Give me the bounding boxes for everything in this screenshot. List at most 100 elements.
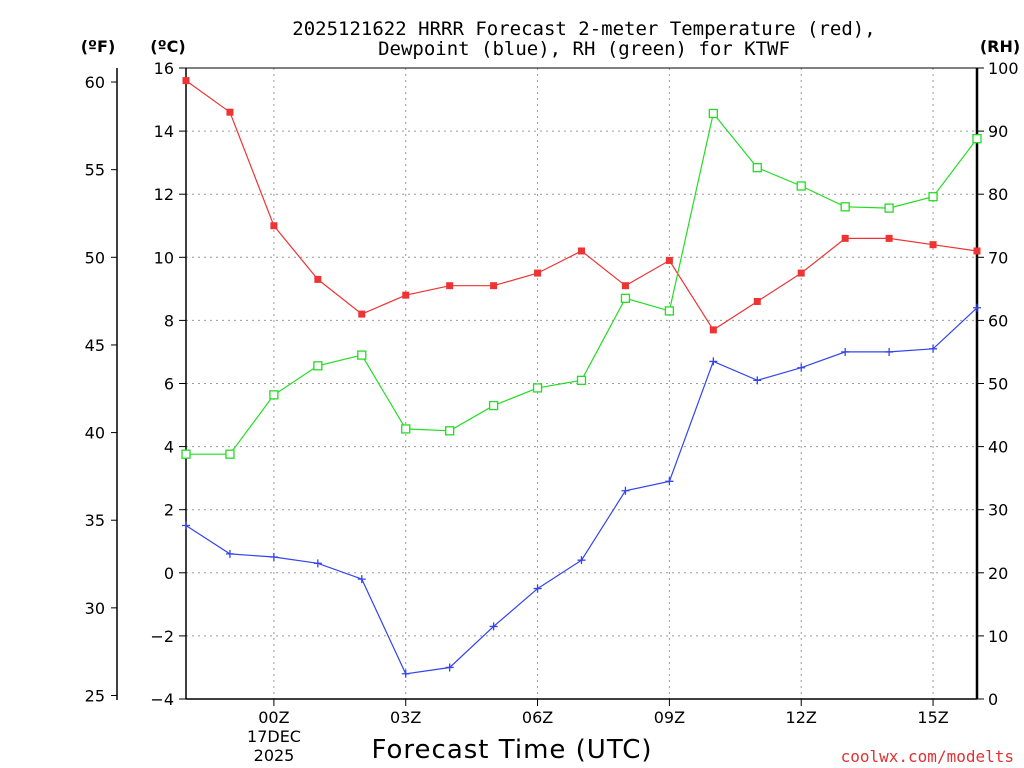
dewpoint-point	[709, 357, 718, 366]
temperature-point	[270, 222, 278, 230]
temperature-point	[358, 310, 366, 318]
x-date-day-label: 17DEC	[247, 727, 301, 746]
rh-tick-label: 100	[988, 59, 1019, 78]
credit-link[interactable]: coolwx.com/modelts	[841, 747, 1014, 766]
dewpoint-point	[182, 521, 190, 530]
dewpoint-point	[797, 363, 806, 372]
dewpoint-point	[577, 556, 586, 565]
fahrenheit-unit-label: (ºF)	[81, 37, 116, 56]
rh-tick-label: 50	[988, 375, 1008, 394]
data-series	[181, 77, 982, 678]
rh-point	[884, 203, 894, 213]
celsius-tick-label: 4	[164, 438, 174, 457]
dewpoint-point	[841, 347, 850, 356]
rh-point	[445, 426, 455, 436]
dewpoint-point	[357, 575, 366, 584]
rh-tick-label: 40	[988, 438, 1008, 457]
rh-point	[752, 163, 762, 173]
rh-point	[401, 424, 411, 434]
temperature-line	[185, 80, 978, 331]
rh-point	[488, 400, 499, 411]
fahrenheit-tick-label: 45	[85, 336, 105, 355]
celsius-tick-label: 14	[154, 122, 174, 141]
celsius-tick-label: 16	[154, 59, 174, 78]
fahrenheit-tick-label: 50	[85, 248, 105, 267]
rh-point	[532, 383, 543, 393]
dewpoint-point	[445, 663, 454, 672]
dewpoint-point	[489, 622, 498, 631]
temperature-point	[490, 282, 498, 290]
x-tick-label: 15Z	[917, 708, 948, 727]
dewpoint-point	[225, 549, 234, 558]
temperature-point	[885, 234, 893, 242]
temperature-point	[841, 234, 849, 242]
dewpoint-point	[621, 486, 630, 495]
rh-tick-label: 10	[988, 627, 1008, 646]
rh-point	[928, 192, 938, 202]
x-date-year-label: 2025	[254, 746, 295, 765]
temperature-point	[534, 269, 542, 277]
rh-point	[796, 181, 806, 191]
dewpoint-series	[182, 303, 981, 678]
dewpoint-point	[665, 477, 674, 486]
temperature-point	[709, 326, 717, 334]
rh-point	[313, 361, 323, 371]
rh-tick-label: 60	[988, 311, 1008, 330]
rh-tick-label: 20	[988, 564, 1008, 583]
x-tick-label: 03Z	[390, 708, 421, 727]
x-tick-label: 00Z	[258, 708, 289, 727]
dewpoint-point	[533, 584, 542, 593]
x-tick-label: 06Z	[522, 708, 553, 727]
dewpoint-point	[401, 669, 410, 678]
temperature-point	[182, 77, 190, 85]
temperature-point	[314, 275, 322, 283]
celsius-tick-label: −4	[150, 690, 174, 709]
rh-point	[576, 375, 587, 385]
fahrenheit-tick-label: 40	[85, 424, 105, 443]
celsius-tick-label: −2	[150, 627, 174, 646]
celsius-tick-label: 10	[154, 248, 174, 267]
x-tick-label: 09Z	[654, 708, 685, 727]
temperature-point	[929, 241, 937, 249]
chart-title-line-1: 2025121622 HRRR Forecast 2-meter Tempera…	[292, 18, 875, 40]
celsius-tick-label: 6	[164, 375, 174, 394]
fahrenheit-tick-label: 30	[85, 599, 105, 618]
fahrenheit-tick-label: 25	[85, 686, 105, 705]
fahrenheit-tick-label: 35	[85, 511, 105, 530]
temperature-point	[402, 291, 410, 299]
dewpoint-point	[973, 303, 981, 312]
x-axis-title: Forecast Time (UTC)	[371, 735, 652, 765]
fahrenheit-tick-label: 60	[85, 73, 105, 92]
dewpoint-point	[753, 376, 762, 385]
temperature-point	[973, 247, 981, 255]
rh-unit-label: (RH)	[980, 37, 1020, 56]
temperature-series	[182, 77, 981, 334]
dewpoint-line	[185, 307, 978, 675]
temperature-point	[797, 269, 805, 277]
rh-point	[620, 293, 631, 303]
rh-point	[840, 202, 850, 212]
rh-point	[357, 350, 367, 360]
rh-point	[664, 306, 675, 316]
chart-title-line-2: Dewpoint (blue), RH (green) for KTWF	[378, 38, 790, 60]
rh-tick-label: 90	[988, 122, 1008, 141]
rh-point	[972, 134, 982, 144]
rh-tick-label: 0	[988, 690, 998, 709]
fahrenheit-tick-label: 55	[85, 161, 105, 180]
celsius-unit-label: (ºC)	[150, 37, 185, 56]
rh-series	[181, 108, 982, 459]
dewpoint-point	[885, 347, 894, 356]
dewpoint-point	[313, 559, 322, 568]
celsius-tick-label: 12	[154, 185, 174, 204]
celsius-tick-label: 8	[164, 311, 174, 330]
temperature-point	[753, 297, 761, 305]
rh-point	[181, 449, 191, 459]
x-tick-label: 12Z	[786, 708, 817, 727]
temperature-point	[665, 256, 673, 264]
temperature-point	[446, 282, 454, 290]
dewpoint-point	[929, 344, 938, 353]
dewpoint-point	[269, 553, 278, 562]
axes: 00Z 03Z 06Z 09Z 12Z 15Z −4 −2 0 2 4 6 8 10 12 14 16 25 30 3…	[85, 59, 1019, 727]
rh-point	[269, 390, 279, 400]
